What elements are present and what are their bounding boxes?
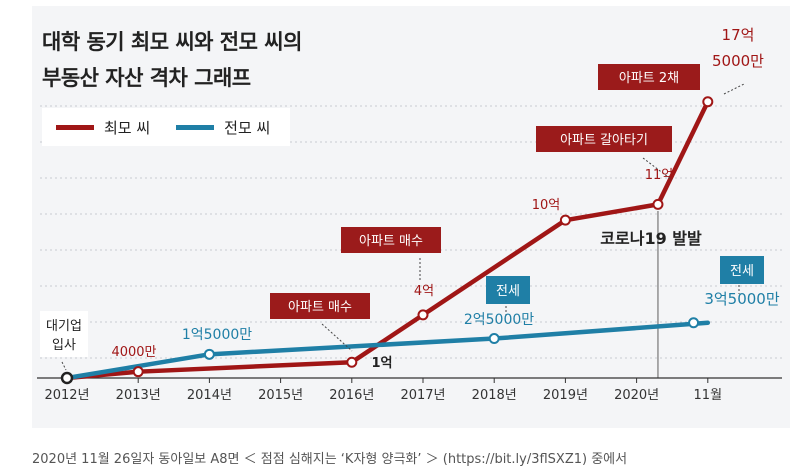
legend: 최모 씨 전모 씨 <box>42 108 290 146</box>
value-label-2: 4억 <box>414 284 434 299</box>
start-point <box>60 371 74 385</box>
data-point <box>132 366 144 378</box>
data-point <box>346 356 358 368</box>
annotation-leader <box>321 323 353 352</box>
x-tick-label-7: 2019년 <box>543 388 588 403</box>
chart-figure: 2012년 2013년 2014년 2015년 2016년 2017년 2018년 2019년… <box>32 6 790 428</box>
annotation-box-join <box>40 311 88 357</box>
data-point <box>488 333 500 345</box>
x-tick-label-1: 2013년 <box>116 388 161 403</box>
annotation-box-5 <box>720 256 764 284</box>
covid-label: 코로나19 발발 <box>600 229 702 248</box>
data-point <box>203 348 215 360</box>
series-line-jeon <box>64 320 711 381</box>
legend-label-jeon: 전모 씨 <box>224 118 271 137</box>
legend-item-jeon: 전모 씨 <box>176 117 270 138</box>
annotation-box-3 <box>598 64 700 90</box>
data-point <box>652 198 664 210</box>
x-tick-label-2: 2014년 <box>187 388 232 403</box>
annotation-label-0: 아파트 매수 <box>288 300 352 315</box>
x-tick-label-9: 11월 <box>694 388 723 403</box>
annotation-leader <box>723 83 745 95</box>
annotation-box-1 <box>341 227 441 253</box>
value-label-7: 1억5000만 <box>182 327 252 343</box>
x-tick-label-6: 2018년 <box>472 388 517 403</box>
x-tick-label-0: 2012년 <box>44 388 89 403</box>
value-label-3: 10억 <box>532 198 561 213</box>
annotation-label-join-2: 입사 <box>52 338 76 353</box>
data-point <box>417 309 429 321</box>
annotation-box-2 <box>536 126 672 152</box>
value-label-4: 11억 <box>645 168 674 183</box>
annotation-label-join-1: 대기업 <box>46 319 82 334</box>
x-tick-label-4: 2016년 <box>329 388 374 403</box>
annotation-box-0 <box>270 293 370 319</box>
chart-title-line-2: 부동산 자산 격차 그래프 <box>42 66 251 90</box>
source-caption: 2020년 11월 26일자 동아일보 A8면 ＜ 점점 심해지는 ‘K자형 양… <box>32 452 628 467</box>
legend-swatch-choi <box>56 124 94 130</box>
data-point <box>702 96 714 108</box>
annotation-label-3: 아파트 2채 <box>619 71 679 86</box>
legend-swatch-jeon <box>176 124 215 130</box>
annotation-label-4: 전세 <box>496 284 520 299</box>
value-label-9: 3억5000만 <box>704 290 780 308</box>
value-label-8: 2억5000만 <box>464 312 534 328</box>
x-tick-label-3: 2015년 <box>258 388 303 403</box>
data-point <box>688 317 700 329</box>
annotation-label-5: 전세 <box>730 264 754 279</box>
line-chart: 2012년 2013년 2014년 2015년 2016년 2017년 2018년 2019년… <box>37 26 782 403</box>
data-point <box>559 214 571 226</box>
annotation-label-1: 아파트 매수 <box>359 234 423 249</box>
annotation-label-2: 아파트 갈아타기 <box>560 133 648 148</box>
x-tick-label-5: 2017년 <box>400 388 445 403</box>
chart-title-line-1: 대학 동기 최모 씨와 전모 씨의 <box>42 30 302 54</box>
legend-label-choi: 최모 씨 <box>104 118 151 137</box>
value-label-0: 4000만 <box>111 345 156 360</box>
legend-item-choi: 최모 씨 <box>56 117 150 138</box>
value-label-6: 5000만 <box>712 52 764 70</box>
value-label-5: 17억 <box>722 26 755 44</box>
annotation-leader <box>61 361 67 371</box>
annotation-box-4 <box>486 276 530 304</box>
value-label-1: 1억 <box>371 356 392 371</box>
x-tick-label-8: 2020년 <box>614 388 659 403</box>
